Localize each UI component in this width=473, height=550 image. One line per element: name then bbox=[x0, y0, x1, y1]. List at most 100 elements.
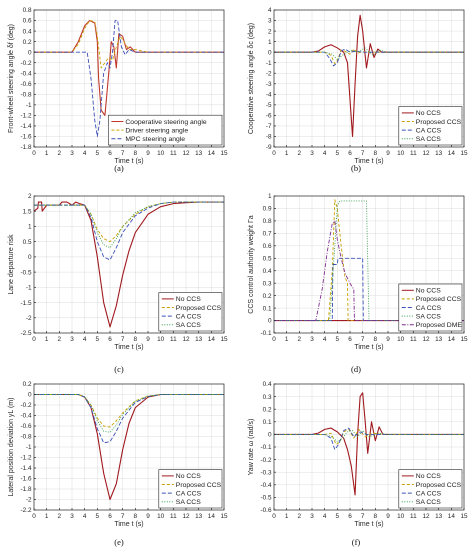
series-line-2 bbox=[34, 201, 224, 261]
y-tick-label: 0.1 bbox=[263, 419, 272, 426]
y-tick-label: 0.1 bbox=[263, 305, 272, 312]
x-tick-label: 12 bbox=[182, 150, 190, 157]
y-tick-label: -0.3 bbox=[260, 469, 271, 476]
x-tick-label: 0 bbox=[32, 336, 36, 343]
x-tick-label: 2 bbox=[298, 513, 302, 520]
axes-box bbox=[33, 9, 225, 148]
x-tick-label: 7 bbox=[361, 513, 365, 520]
y-tick-label: -0.2 bbox=[260, 457, 271, 464]
x-tick-label: 15 bbox=[460, 150, 468, 157]
y-tick-label: 0 bbox=[28, 254, 32, 261]
x-tick-label: 3 bbox=[70, 336, 74, 343]
legend-entry: No CCS bbox=[416, 110, 441, 117]
x-tick-label: 9 bbox=[386, 513, 390, 520]
x-tick-label: 5 bbox=[336, 513, 340, 520]
x-tick-label: 14 bbox=[448, 150, 456, 157]
y-tick-label: -1.6 bbox=[20, 476, 31, 483]
x-tick-label: 3 bbox=[70, 513, 74, 520]
panel-tag: (e) bbox=[114, 537, 124, 547]
y-tick-label: -1.6 bbox=[20, 134, 31, 141]
series-line-2 bbox=[274, 257, 464, 321]
x-tick-label: 10 bbox=[157, 150, 165, 157]
legend-entry: No CCS bbox=[416, 288, 441, 295]
x-tick-label: 6 bbox=[348, 150, 352, 157]
x-tick-label: 6 bbox=[108, 336, 112, 343]
y-tick-label: 0.6 bbox=[263, 243, 272, 250]
x-tick-label: 4 bbox=[83, 150, 87, 157]
y-tick-label: 0.7 bbox=[263, 231, 272, 238]
y-tick-label: 1 bbox=[268, 39, 272, 46]
y-tick-label: -0.6 bbox=[20, 423, 31, 430]
y-tick-label: -7 bbox=[266, 123, 272, 130]
x-tick-label: 8 bbox=[134, 150, 138, 157]
y-tick-label: -2.2 bbox=[20, 507, 31, 514]
x-tick-label: 5 bbox=[336, 150, 340, 157]
y-tick-label: -8 bbox=[266, 134, 272, 141]
x-tick-label: 10 bbox=[157, 336, 165, 343]
x-tick-label: 9 bbox=[146, 336, 150, 343]
y-tick-label: 0.2 bbox=[23, 381, 32, 388]
x-tick-label: 15 bbox=[220, 336, 228, 343]
legend-entry: SA CCS bbox=[416, 313, 441, 320]
series-line-0 bbox=[34, 19, 224, 116]
y-tick-label: -0.4 bbox=[20, 70, 31, 77]
x-axis-label: Time t (s) bbox=[354, 521, 383, 528]
x-tick-label: 11 bbox=[170, 513, 177, 520]
legend-entry: SA CCS bbox=[416, 136, 441, 143]
legend-entry: Cooperative steering angle bbox=[125, 119, 206, 126]
series-line-1 bbox=[274, 428, 464, 445]
x-tick-label: 6 bbox=[108, 513, 112, 520]
chart-panel-d: 0 1 2 3 4 5 6 7 8 9 10 11 12 13 14 15-0.100.10.20.30.40… bbox=[248, 193, 468, 374]
x-tick-label: 7 bbox=[121, 336, 125, 343]
chart-panel-c: 0 1 2 3 4 5 6 7 8 9 10 11 12 13 14 15-2.5-2-1.5-1-0.500… bbox=[8, 193, 228, 374]
x-tick-label: 0 bbox=[32, 150, 36, 157]
y-tick-label: 0.4 bbox=[263, 268, 272, 275]
x-tick-label: 9 bbox=[146, 513, 150, 520]
x-tick-label: 12 bbox=[422, 150, 430, 157]
x-tick-label: 7 bbox=[121, 513, 125, 520]
y-tick-label: 0.2 bbox=[263, 293, 272, 300]
x-tick-label: 0 bbox=[272, 150, 276, 157]
y-tick-label: -6 bbox=[266, 113, 272, 120]
y-tick-label: 0 bbox=[268, 318, 272, 325]
x-tick-label: 8 bbox=[374, 150, 378, 157]
y-tick-label: 1.5 bbox=[23, 208, 32, 215]
x-tick-label: 13 bbox=[195, 336, 203, 343]
legend-entry: CA CCS bbox=[416, 490, 442, 497]
series-line-2 bbox=[34, 20, 224, 137]
y-tick-label: -2.5 bbox=[20, 330, 31, 337]
y-tick-label: 0 bbox=[268, 49, 272, 56]
x-tick-label: 3 bbox=[310, 336, 314, 343]
x-tick-label: 4 bbox=[83, 336, 87, 343]
y-tick-label: 1 bbox=[268, 193, 272, 200]
y-tick-label: -1.2 bbox=[20, 455, 31, 462]
legend-entry: Proposed DME bbox=[416, 322, 463, 329]
y-tick-label: -2 bbox=[266, 70, 272, 77]
y-tick-label: 0.8 bbox=[23, 7, 32, 14]
x-tick-label: 8 bbox=[374, 513, 378, 520]
x-tick-label: 12 bbox=[182, 513, 190, 520]
x-tick-label: 7 bbox=[361, 336, 365, 343]
x-axis-label: Time t (s) bbox=[354, 158, 383, 165]
x-tick-label: 4 bbox=[323, 336, 327, 343]
y-tick-label: -3 bbox=[266, 81, 272, 88]
x-tick-label: 11 bbox=[410, 150, 417, 157]
x-tick-label: 13 bbox=[435, 150, 443, 157]
legend-entry: Proposed CCS bbox=[416, 482, 462, 489]
y-axis-label: Lane departure risk bbox=[8, 234, 15, 295]
x-tick-label: 8 bbox=[134, 336, 138, 343]
legend-entry: No CCS bbox=[176, 296, 201, 303]
x-tick-label: 3 bbox=[310, 513, 314, 520]
series-line-1 bbox=[34, 20, 224, 69]
y-tick-label: -1.5 bbox=[20, 300, 31, 307]
y-tick-label: -1 bbox=[26, 444, 32, 451]
y-tick-label: -1.8 bbox=[20, 486, 31, 493]
y-tick-label: 2 bbox=[28, 193, 32, 200]
series-line-2 bbox=[274, 427, 464, 450]
legend-entry: No CCS bbox=[176, 473, 201, 480]
y-tick-label: 0.5 bbox=[23, 239, 32, 246]
y-tick-label: 0.8 bbox=[263, 218, 272, 225]
